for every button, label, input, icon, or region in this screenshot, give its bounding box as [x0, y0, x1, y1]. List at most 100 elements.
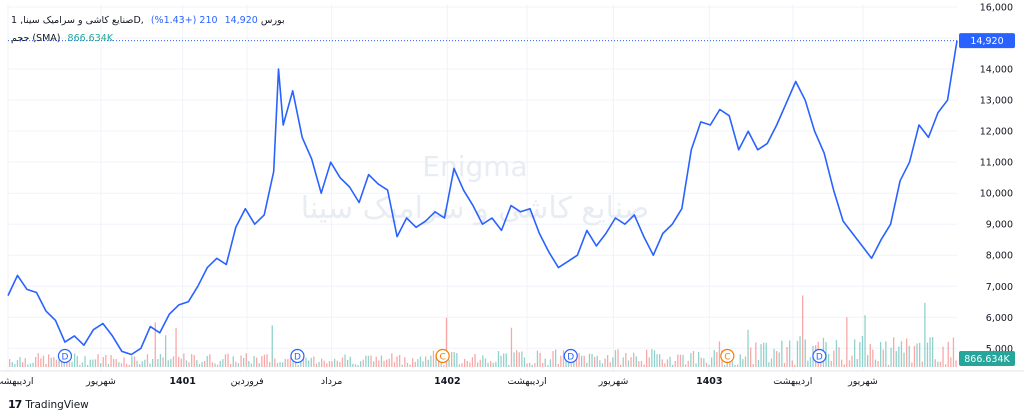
volume-bar: [16, 360, 19, 367]
event-badge[interactable]: C: [435, 348, 450, 364]
volume-bar: [375, 356, 377, 367]
volume-bar: [360, 361, 362, 367]
volume-bar: [178, 356, 180, 367]
event-badge-circle: [563, 348, 578, 364]
volume-bar: [698, 351, 700, 367]
volume-bar: [146, 354, 149, 367]
volume-bar: [861, 335, 864, 367]
volume-bars: [9, 295, 957, 367]
volume-bar: [471, 357, 474, 367]
volume-bar: [235, 361, 237, 367]
volume-bar: [237, 363, 240, 367]
volume-bar: [770, 358, 773, 367]
volume-bar: [570, 363, 572, 367]
volume-bar: [848, 360, 851, 367]
volume-bar: [40, 358, 42, 367]
volume-bar: [110, 355, 112, 367]
event-badge[interactable]: D: [812, 348, 827, 364]
volume-bar: [739, 354, 741, 367]
event-badge[interactable]: D: [57, 348, 73, 364]
volume-bar: [357, 364, 359, 367]
volume-bar: [50, 357, 52, 367]
volume-bar: [48, 354, 50, 367]
volume-bar: [685, 364, 687, 367]
volume-bar: [867, 355, 869, 367]
symbol-name[interactable]: صنایع کاشی و سرامیک سینا, 1D, بورس: [11, 15, 285, 26]
volume-bar: [430, 355, 432, 367]
y-tick-label: 12,000: [980, 127, 1013, 138]
volume-bar: [869, 344, 871, 367]
event-badge-circle: [812, 348, 827, 364]
volume-bar: [604, 358, 606, 367]
volume-bar: [807, 360, 809, 367]
volume-bar: [466, 360, 468, 367]
volume-bar: [456, 353, 458, 367]
volume-bar: [711, 357, 713, 367]
volume-bar: [305, 357, 307, 367]
volume-bar: [128, 364, 130, 367]
volume-bar: [196, 359, 198, 367]
x-tick-label: اردیبهشت: [773, 376, 812, 387]
event-badge[interactable]: D: [563, 348, 578, 364]
volume-bar: [243, 357, 245, 367]
volume-bar: [331, 361, 333, 367]
last-price-tag-label: 14,920: [970, 36, 1003, 47]
event-badge[interactable]: D: [290, 348, 305, 364]
last-price-tag-box: [959, 33, 1015, 49]
last-volume-tag-box: [959, 351, 1015, 366]
volume-bar: [874, 359, 877, 367]
volume-bar: [648, 357, 650, 367]
volume-bar: [139, 364, 141, 367]
volume-bar: [391, 353, 393, 367]
volume-bar: [599, 360, 601, 367]
volume-bar: [492, 363, 494, 367]
volume-bar: [373, 361, 375, 367]
volume-bar: [802, 295, 804, 367]
volume-bar: [955, 360, 957, 367]
volume-bar: [102, 357, 104, 367]
volume-bar: [510, 327, 513, 367]
volume-bar: [240, 355, 242, 367]
volume-bar: [882, 349, 884, 367]
volume-bar: [58, 360, 60, 367]
volume-bar: [131, 356, 133, 367]
volume-bar: [248, 360, 250, 367]
volume-bar: [27, 364, 29, 367]
x-tick-label: 1402: [434, 376, 460, 387]
volume-bar: [269, 362, 271, 367]
volume-bar: [945, 364, 947, 367]
volume-bar: [601, 363, 604, 367]
volume-bar: [497, 351, 500, 367]
volume-bar: [344, 354, 346, 367]
event-badge-letter: D: [61, 353, 68, 363]
volume-bar: [625, 352, 627, 367]
volume-bar: [464, 358, 466, 367]
event-badge-letter: D: [816, 353, 823, 363]
volume-label[interactable]: حجم (SMA): [11, 33, 61, 44]
tradingview-branding[interactable]: 17 TradingView: [8, 398, 89, 411]
volume-bar: [542, 363, 544, 367]
volume-bar: [438, 359, 440, 367]
volume-bar: [284, 359, 286, 367]
event-badge-circle: [290, 348, 305, 364]
volume-bar: [846, 317, 848, 367]
volume-bar: [718, 341, 721, 367]
volume-bar: [302, 354, 305, 367]
event-badge[interactable]: C: [720, 348, 735, 364]
x-tick-label: اردیبهشت: [0, 376, 34, 387]
volume-bar: [880, 341, 882, 367]
volume-bar: [856, 358, 858, 367]
volume-bar: [781, 340, 783, 367]
price-line[interactable]: [7, 40, 958, 356]
x-tick-label: اردیبهشت: [508, 376, 547, 387]
volume-bar: [734, 364, 736, 367]
volume-bar: [674, 361, 676, 367]
last-volume-tag: 866.634K: [959, 351, 1015, 366]
volume-bar: [516, 350, 518, 367]
volume-bar: [209, 354, 211, 367]
volume-bar: [152, 359, 154, 367]
volume-bar: [68, 362, 71, 367]
volume-bar: [809, 357, 812, 367]
volume-bar: [386, 359, 388, 367]
